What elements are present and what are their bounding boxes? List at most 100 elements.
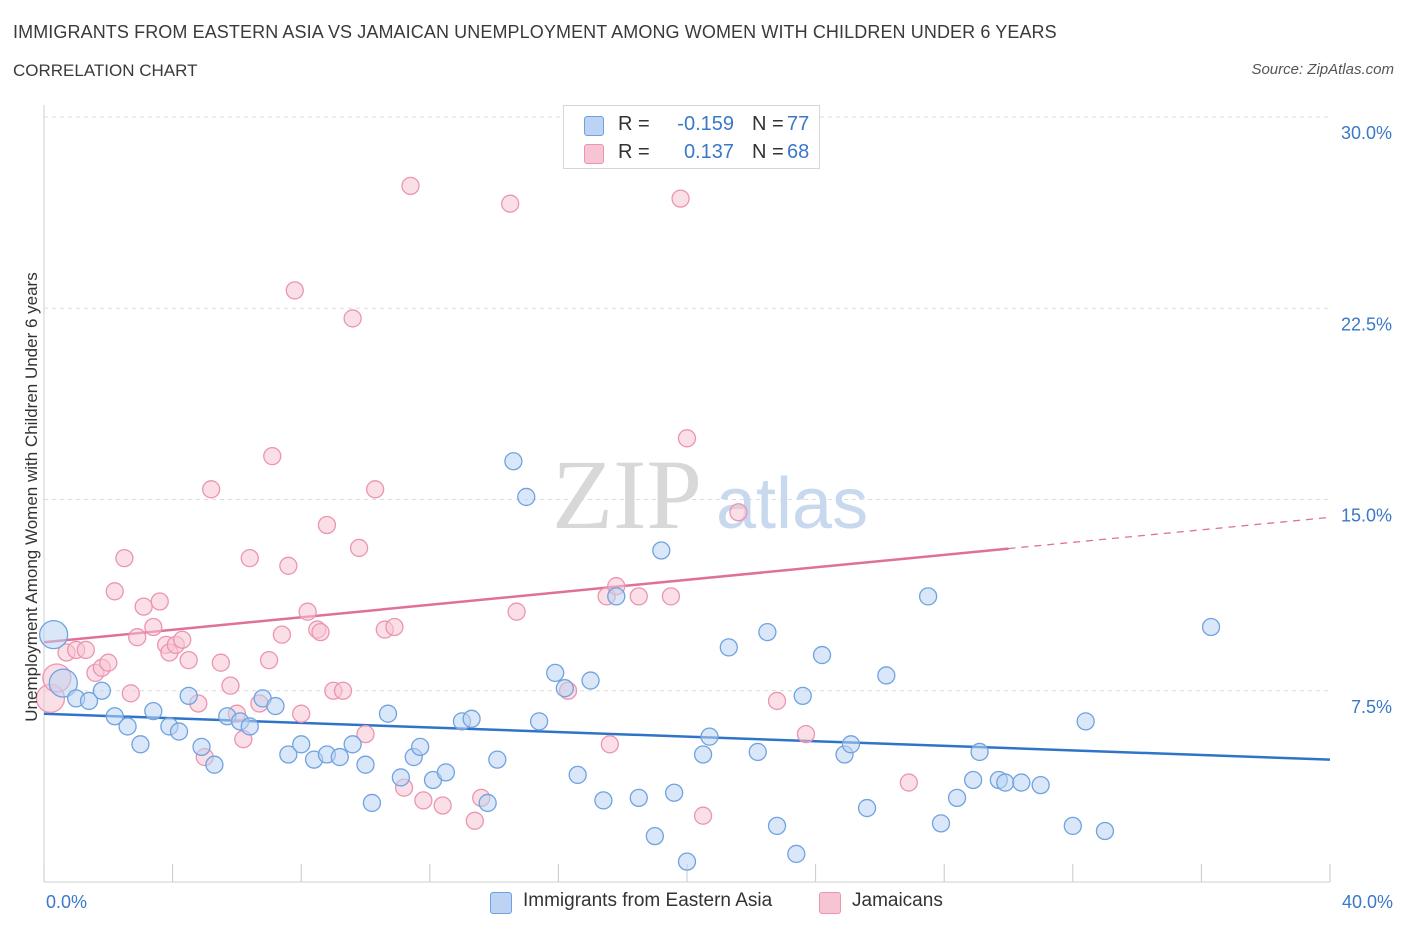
legend-swatch-blue	[584, 116, 604, 136]
x-tick-label: 0.0%	[46, 892, 87, 912]
source-note: Source: ZipAtlas.com	[1251, 61, 1394, 78]
trend-line-jamaicans-extension	[1008, 516, 1331, 550]
point-eastern-asia	[478, 793, 497, 813]
point-eastern-asia	[664, 783, 684, 802]
point-jamaicans	[76, 640, 95, 660]
point-eastern-asia	[488, 750, 507, 769]
point-eastern-asia	[1201, 617, 1221, 637]
point-eastern-asia	[169, 722, 189, 741]
point-jamaicans	[661, 587, 681, 606]
r-value: -0.159	[677, 113, 734, 135]
point-jamaicans	[401, 176, 420, 196]
point-eastern-asia	[645, 826, 664, 846]
point-eastern-asia	[330, 747, 349, 767]
point-jamaicans	[221, 676, 240, 695]
point-jamaicans	[796, 724, 816, 744]
point-jamaicans	[272, 625, 292, 644]
y-tick-label: 7.5%	[1351, 697, 1392, 717]
tick-labels: 7.5% 15.0% 22.5% 30.0% 0.0% 40.0%	[46, 123, 1393, 912]
point-jamaicans	[99, 653, 118, 672]
point-jamaicans	[899, 773, 918, 792]
point-jamaicans	[115, 549, 134, 568]
point-jamaicans	[128, 628, 147, 647]
point-eastern-asia	[793, 686, 812, 705]
point-jamaicans	[179, 651, 198, 670]
point-eastern-asia	[787, 844, 806, 864]
chart-subtitle: CORRELATION CHART	[13, 61, 198, 80]
trend-line-eastern-asia	[43, 712, 1331, 761]
point-eastern-asia	[841, 735, 861, 754]
point-jamaicans	[285, 281, 304, 300]
point-jamaicans	[202, 480, 221, 499]
point-eastern-asia	[970, 742, 989, 762]
point-jamaicans	[311, 622, 330, 642]
point-eastern-asia	[517, 487, 536, 507]
point-eastern-asia	[857, 798, 877, 818]
data-points	[35, 176, 1221, 871]
watermark: ZIP atlas	[552, 439, 868, 550]
point-jamaicans	[333, 681, 353, 700]
point-jamaicans	[677, 429, 697, 448]
point-jamaicans	[600, 735, 619, 754]
point-jamaicans	[211, 653, 230, 672]
point-jamaicans	[507, 602, 526, 621]
point-eastern-asia	[877, 666, 896, 685]
point-eastern-asia	[594, 791, 613, 810]
point-jamaicans	[349, 538, 369, 558]
n-value: 77	[787, 113, 810, 135]
point-eastern-asia	[391, 768, 411, 787]
point-eastern-asia	[629, 788, 648, 807]
trend-line-jamaicans	[43, 547, 1009, 644]
y-tick-label: 15.0%	[1341, 506, 1392, 526]
point-eastern-asia	[131, 735, 150, 754]
point-eastern-asia	[1076, 712, 1095, 731]
point-jamaicans	[105, 582, 124, 601]
axes	[43, 105, 1331, 883]
r-label: R =	[618, 141, 650, 163]
point-jamaicans	[173, 630, 192, 649]
point-jamaicans	[465, 811, 484, 830]
point-eastern-asia	[700, 727, 719, 746]
x-tick-label: 40.0%	[1342, 892, 1393, 912]
point-jamaicans	[693, 806, 713, 825]
point-jamaicans	[767, 691, 787, 711]
point-eastern-asia	[362, 793, 382, 813]
point-eastern-asia	[205, 755, 224, 774]
point-eastern-asia	[812, 645, 832, 665]
point-jamaicans	[134, 597, 153, 616]
y-tick-label: 30.0%	[1341, 123, 1392, 143]
point-jamaicans	[385, 617, 404, 637]
legend-swatch-blue	[490, 892, 512, 914]
point-eastern-asia	[568, 765, 587, 785]
point-eastern-asia	[144, 702, 163, 721]
point-jamaicans	[292, 704, 311, 723]
point-eastern-asia	[1012, 773, 1031, 792]
point-eastern-asia	[693, 745, 713, 764]
y-axis-label: Unemployment Among Women with Children U…	[22, 272, 41, 722]
point-eastern-asia	[38, 620, 69, 650]
legend-swatch-pink	[584, 144, 604, 164]
point-eastern-asia	[504, 452, 523, 471]
point-eastern-asia	[652, 541, 671, 560]
legend-swatch-pink	[819, 892, 841, 914]
point-jamaicans	[121, 684, 140, 703]
point-eastern-asia	[411, 737, 430, 756]
point-jamaicans	[671, 189, 690, 208]
point-eastern-asia	[105, 707, 124, 726]
point-eastern-asia	[529, 712, 549, 731]
point-eastern-asia	[92, 681, 112, 700]
point-eastern-asia	[963, 770, 983, 790]
point-jamaicans	[729, 503, 748, 522]
point-eastern-asia	[947, 788, 967, 807]
point-jamaicans	[298, 602, 317, 621]
n-label: N =	[752, 113, 784, 135]
point-eastern-asia	[436, 763, 456, 782]
point-eastern-asia	[1063, 816, 1082, 836]
point-eastern-asia	[996, 773, 1015, 792]
point-eastern-asia	[279, 745, 298, 764]
point-eastern-asia	[462, 709, 481, 728]
point-jamaicans	[629, 587, 648, 606]
point-eastern-asia	[1031, 775, 1050, 795]
n-value: 68	[787, 141, 810, 163]
point-eastern-asia	[179, 686, 198, 705]
